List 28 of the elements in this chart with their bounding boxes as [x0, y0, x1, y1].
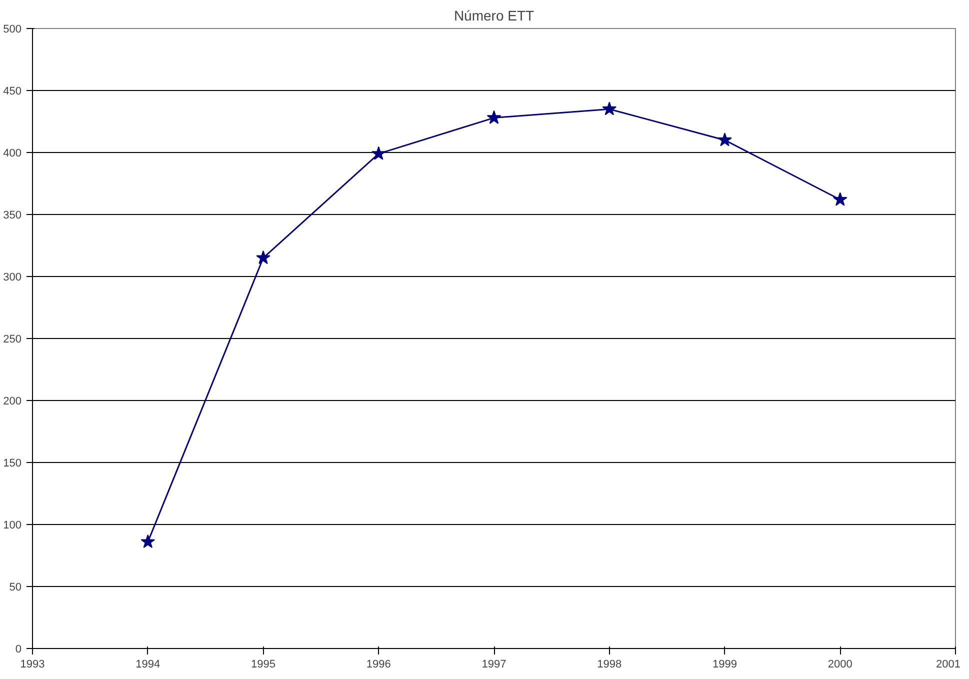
- x-tick-label: 1994: [136, 658, 160, 670]
- point: [832, 192, 848, 206]
- point: [718, 132, 732, 146]
- y-tick-label: 500: [3, 24, 22, 36]
- y-tick-label: 100: [3, 520, 22, 532]
- y-tick-label: 300: [3, 272, 22, 284]
- x-tick-label: 2001: [936, 658, 961, 670]
- y-tick-label: 350: [3, 210, 22, 222]
- y-tick-label: 150: [3, 458, 22, 470]
- point: [602, 102, 617, 116]
- x-tick-label: 1999: [712, 658, 737, 670]
- y-tick-label: 250: [3, 334, 22, 346]
- y-tick-label: 50: [9, 582, 22, 594]
- y-tick-label: 0: [15, 644, 22, 656]
- x-tick-label: 1993: [20, 658, 45, 670]
- chart-title: Número ETT: [454, 8, 535, 24]
- y-tick-label: 400: [3, 148, 22, 160]
- y-tick-label: 200: [3, 396, 22, 408]
- x-tick-label: 1996: [366, 658, 391, 670]
- x-tick-label: 2000: [828, 658, 852, 670]
- x-tick-label: 1995: [251, 658, 276, 670]
- y-tick-label: 450: [3, 86, 22, 98]
- x-tick-label: 1997: [482, 658, 506, 670]
- point: [486, 110, 502, 124]
- point: [256, 250, 270, 264]
- point: [371, 146, 386, 160]
- x-tick-label: 1998: [597, 658, 622, 670]
- point: [140, 534, 156, 548]
